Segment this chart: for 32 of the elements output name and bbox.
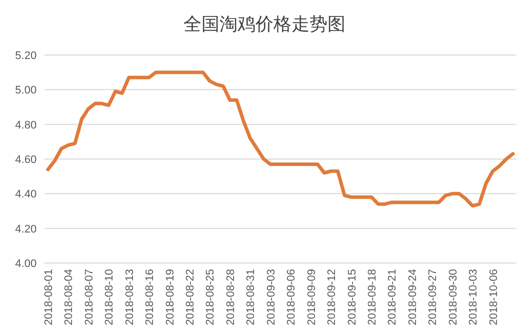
x-tick-label: 2018-09-27 bbox=[427, 269, 440, 326]
x-tick-label: 2018-08-16 bbox=[144, 269, 156, 326]
x-tick-label: 2018-08-28 bbox=[224, 269, 237, 326]
y-tick-label: 5.00 bbox=[15, 84, 37, 97]
y-tick-label: 5.20 bbox=[15, 50, 37, 62]
x-tick-label: 2018-08-04 bbox=[63, 269, 76, 326]
x-tick-label: 2018-09-18 bbox=[366, 269, 378, 326]
y-tick-label: 4.80 bbox=[15, 119, 37, 132]
x-tick-label: 2018-08-19 bbox=[164, 269, 176, 326]
x-tick-label: 2018-09-24 bbox=[406, 269, 419, 326]
y-tick-label: 4.20 bbox=[15, 223, 37, 236]
x-tick-label: 2018-09-30 bbox=[447, 269, 460, 326]
y-tick-label: 4.40 bbox=[15, 188, 37, 201]
x-tick-label: 2018-09-12 bbox=[326, 269, 338, 326]
x-tick-label: 2018-10-06 bbox=[488, 269, 500, 326]
x-tick-label: 2018-08-22 bbox=[184, 269, 197, 326]
x-tick-label: 2018-09-21 bbox=[386, 269, 399, 326]
x-tick-label: 2018-09-03 bbox=[265, 269, 278, 326]
x-tick-label: 2018-08-07 bbox=[83, 269, 96, 326]
chart-title: 全国淘鸡价格走势图 bbox=[184, 14, 346, 34]
x-tick-label: 2018-10-03 bbox=[468, 269, 480, 326]
x-tick-label: 2018-08-13 bbox=[124, 269, 136, 326]
x-tick-label: 2018-09-06 bbox=[286, 269, 298, 326]
line-series bbox=[46, 70, 515, 208]
x-tick-label: 2018-09-15 bbox=[346, 269, 358, 326]
y-tick-label: 4.60 bbox=[15, 154, 37, 166]
x-tick-label: 2018-09-09 bbox=[306, 269, 318, 326]
y-tick-label: 4.00 bbox=[15, 258, 37, 270]
x-tick-label: 2018-08-31 bbox=[245, 269, 258, 326]
x-tick-label: 2018-08-25 bbox=[204, 269, 217, 326]
x-tick-label: 2018-08-01 bbox=[42, 269, 55, 326]
x-tick-label: 2018-08-10 bbox=[104, 269, 116, 326]
